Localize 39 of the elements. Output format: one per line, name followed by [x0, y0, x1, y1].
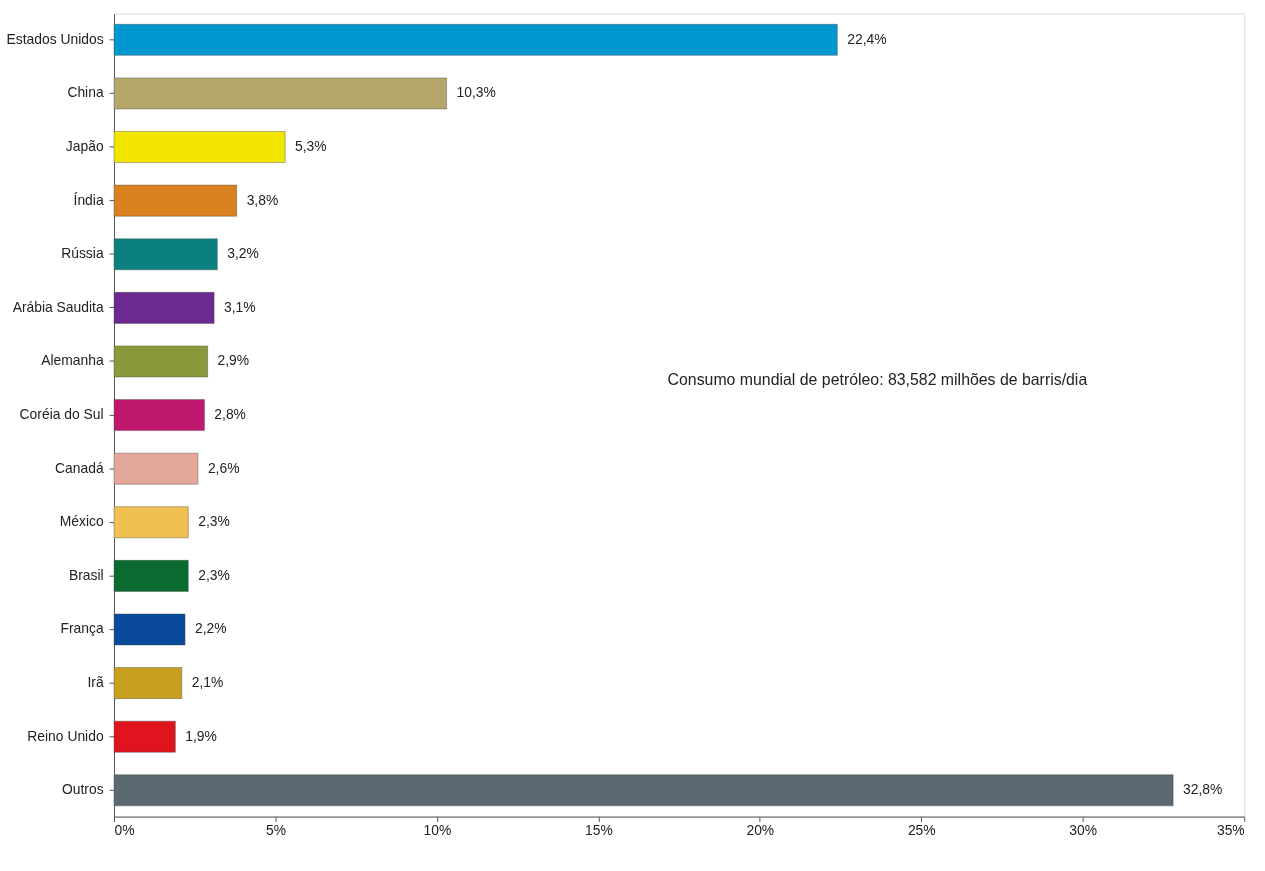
data-label: 3,2% — [227, 245, 259, 262]
x-tick-label: 20% — [746, 821, 775, 838]
y-tick-label: Índia — [73, 191, 104, 208]
x-tick-label: 5% — [265, 821, 286, 838]
y-tick-label: Irã — [87, 674, 104, 691]
data-label: 2,2% — [194, 620, 227, 637]
y-tick-label: França — [60, 620, 104, 637]
data-label: 10,3% — [456, 84, 496, 101]
y-tick-label: Alemanha — [41, 352, 104, 369]
y-tick-label: Estados Unidos — [6, 30, 104, 47]
data-label: 22,4% — [847, 30, 887, 47]
y-tick-label: Coréia do Sul — [19, 406, 104, 423]
x-tick-label: 30% — [1069, 821, 1098, 838]
data-label: 5,3% — [295, 138, 327, 154]
data-label: 2,1% — [191, 674, 224, 691]
x-tick-label: 25% — [907, 821, 936, 838]
y-tick-label: México — [59, 513, 104, 530]
x-tick-label: 10% — [423, 821, 452, 838]
data-label: 32,8% — [1183, 781, 1223, 798]
y-tick-label: Brasil — [68, 566, 104, 583]
y-tick-label: Rússia — [61, 245, 104, 262]
data-label: 2,3% — [198, 513, 230, 530]
y-tick-label: Japão — [65, 138, 104, 154]
data-label: 2,8% — [214, 406, 246, 423]
y-tick-label: Reino Unido — [27, 727, 104, 744]
annotation: Consumo mundial de petróleo: 83,582 milhões de barris/dia — [667, 371, 1088, 389]
y-tick-label: Canadá — [55, 459, 104, 476]
data-label: 3,8% — [246, 191, 279, 208]
x-tick-label: 35% — [1216, 821, 1245, 838]
data-label: 2,9% — [217, 352, 250, 369]
x-tick-label: 15% — [584, 821, 613, 838]
data-label: 2,6% — [207, 459, 240, 476]
data-label: 2,3% — [198, 566, 230, 583]
y-tick-label: Outros — [62, 781, 104, 798]
data-label: 3,1% — [224, 298, 256, 315]
y-tick-label: China — [67, 84, 104, 101]
data-label: 1,9% — [185, 727, 217, 744]
x-tick-label: 0% — [114, 821, 135, 838]
y-tick-label: Arábia Saudita — [12, 298, 104, 315]
